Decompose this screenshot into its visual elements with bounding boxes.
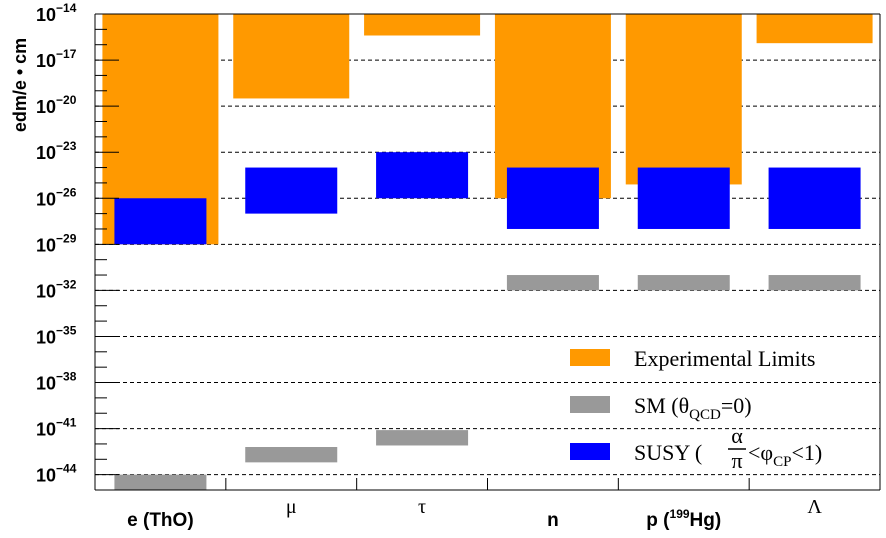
x-category-label: τ	[418, 496, 426, 518]
x-category-label: μ	[286, 496, 297, 518]
y-tick-base: 10	[36, 5, 56, 25]
legend-label-susy-frac-den: π	[731, 448, 742, 473]
bar-experimental-5	[756, 14, 873, 44]
x-category-label: Λ	[807, 496, 822, 518]
x-category-label: n	[547, 510, 559, 531]
y-tick-exponent: −35	[56, 323, 77, 337]
x-category-labels: e (ThO) μ τ n p (199Hg) Λ	[127, 496, 822, 531]
axes	[94, 13, 881, 491]
y-tick-label: 10−32	[36, 277, 77, 301]
y-tick-base: 10	[36, 235, 56, 255]
bar-sm-1	[245, 447, 338, 463]
bar-sm-4	[637, 275, 730, 291]
legend-swatch-sm	[570, 396, 610, 413]
y-tick-base: 10	[36, 420, 56, 440]
legend-label-sm: SM (θQCD=0)	[634, 393, 752, 423]
legend-label-experimental: Experimental Limits	[634, 346, 815, 371]
y-tick-base: 10	[36, 143, 56, 163]
y-tick-label: 10−41	[36, 416, 77, 440]
bar-experimental-1	[233, 14, 350, 99]
bar-sm-2	[376, 430, 469, 446]
bar-susy-1	[245, 167, 338, 214]
y-tick-label: 10−38	[36, 370, 77, 394]
grid-lines	[95, 59, 880, 476]
legend-label-susy-pre: SUSY (	[634, 440, 702, 465]
legend-swatch-experimental	[570, 349, 610, 366]
y-tick-exponent: −14	[56, 1, 77, 15]
bars	[102, 14, 873, 490]
bar-susy-3	[506, 167, 599, 229]
y-tick-exponent: −26	[56, 185, 77, 199]
bar-susy-4	[637, 167, 730, 229]
y-tick-label: 10−44	[36, 462, 77, 486]
y-tick-label: 10−14	[36, 1, 77, 25]
y-axis-label: edm/e • cm	[10, 38, 30, 132]
y-tick-exponent: −23	[56, 139, 77, 153]
bar-experimental-4	[625, 14, 742, 185]
y-tick-label: 10−26	[36, 185, 77, 209]
y-tick-exponent: −20	[56, 93, 77, 107]
bar-susy-0	[114, 198, 207, 245]
bar-sm-3	[506, 275, 599, 291]
y-tick-labels: 10−1410−1710−2010−2310−2610−2910−3210−35…	[36, 1, 77, 486]
y-tick-exponent: −38	[56, 370, 77, 384]
y-tick-base: 10	[36, 327, 56, 347]
y-tick-exponent: −29	[56, 231, 77, 245]
y-tick-exponent: −32	[56, 277, 77, 291]
x-category-label-post: Hg)	[690, 510, 722, 531]
bar-sm-5	[768, 275, 861, 291]
y-tick-label: 10−29	[36, 231, 77, 255]
y-tick-base: 10	[36, 466, 56, 486]
y-tick-label: 10−20	[36, 93, 77, 117]
y-tick-base: 10	[36, 97, 56, 117]
bar-susy-5	[768, 167, 861, 229]
y-tick-exponent: −41	[56, 416, 77, 430]
y-tick-base: 10	[36, 281, 56, 301]
legend: Experimental Limits SM (θQCD=0) SUSY ( α…	[570, 346, 822, 473]
y-tick-label: 10−23	[36, 139, 77, 163]
y-tick-label: 10−35	[36, 323, 77, 347]
legend-label-susy-frac-num: α	[731, 423, 743, 448]
x-category-label: p (199Hg)	[646, 507, 721, 531]
legend-label-susy-post: <φCP<1)	[748, 440, 822, 470]
legend-swatch-susy	[570, 443, 610, 460]
y-tick-exponent: −44	[56, 462, 77, 476]
x-category-label-sup: 199	[670, 507, 690, 521]
y-tick-exponent: −17	[56, 47, 77, 61]
y-tick-base: 10	[36, 189, 56, 209]
bar-experimental-2	[364, 14, 481, 36]
bar-sm-0	[114, 474, 207, 490]
x-category-label-pre: p (	[646, 510, 670, 531]
y-tick-base: 10	[36, 374, 56, 394]
bar-susy-2	[376, 152, 469, 199]
x-category-label: e (ThO)	[127, 510, 194, 531]
y-tick-base: 10	[36, 51, 56, 71]
y-tick-label: 10−17	[36, 47, 77, 71]
